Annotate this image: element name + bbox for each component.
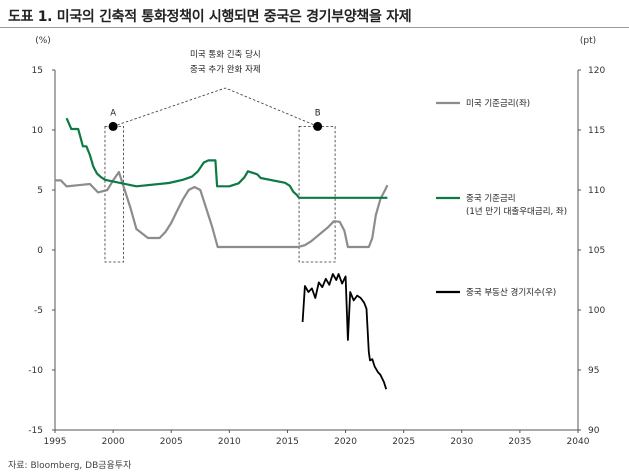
- left-axis-unit: (%): [35, 36, 51, 46]
- annotation-line-1: 미국 통화 긴축 당시: [190, 49, 261, 60]
- left-tick-label: -10: [28, 366, 43, 376]
- title-divider: [0, 27, 629, 28]
- annotation-bracket: [112, 87, 318, 127]
- x-tick-label: 2030: [450, 437, 473, 447]
- annotation-line-2: 중국 추가 완화 자제: [190, 65, 261, 75]
- chart-title: 도표 1. 미국의 긴축적 통화정책이 시행되면 중국은 경기부양책을 자제: [8, 9, 412, 25]
- series-china-rate-line: [65, 117, 388, 199]
- x-tick-label: 1995: [44, 437, 67, 447]
- right-tick-label: 95: [588, 366, 599, 376]
- highlight-box-b: [298, 126, 336, 263]
- legend-label-2-line-2: (1년 만기 대출우대금리, 좌): [466, 206, 567, 217]
- legend-label-3: 중국 부동산 경기지수(우): [466, 287, 556, 298]
- marker-dot-b: [313, 121, 323, 131]
- left-tick-label: 10: [32, 126, 44, 136]
- x-tick-label: 2000: [102, 437, 125, 447]
- left-tick-label: -15: [28, 426, 43, 436]
- x-tick-label: 2040: [567, 437, 590, 447]
- left-tick-label: -5: [34, 306, 43, 316]
- series-layer: [55, 117, 389, 390]
- source-note: 자료: Bloomberg, DB금융투자: [8, 461, 132, 471]
- left-tick-label: 0: [37, 246, 43, 256]
- x-tick-label: 2010: [218, 437, 241, 447]
- marker-dot-a: [108, 121, 118, 131]
- x-tick-label: 2005: [160, 437, 183, 447]
- right-tick-label: 105: [588, 246, 605, 256]
- marker-label-a: A: [110, 108, 116, 118]
- right-tick-label: 110: [588, 186, 605, 196]
- highlight-box-a: [104, 126, 124, 263]
- right-tick-label: 90: [588, 426, 600, 436]
- legend-label-2: 중국 기준금리: [466, 194, 516, 204]
- x-tick-label: 2025: [392, 437, 415, 447]
- series-china-property-line: [301, 273, 388, 390]
- right-tick-label: 100: [588, 306, 605, 316]
- left-tick-label: 15: [32, 66, 43, 76]
- left-tick-label: 5: [37, 186, 43, 196]
- x-tick-label: 2035: [508, 437, 531, 447]
- marker-label-b: B: [315, 108, 321, 118]
- legend: 미국 기준금리(좌) 중국 기준금리 (1년 만기 대출우대금리, 좌) 중국 부동산…: [436, 99, 567, 298]
- legend-label-1: 미국 기준금리(좌): [466, 99, 530, 109]
- x-tick-label: 2015: [276, 437, 299, 447]
- right-tick-label: 115: [588, 126, 605, 136]
- x-tick-label: 2020: [334, 437, 357, 447]
- axes: (%) (pt)151050-5-10-151201151101051009590…: [28, 36, 605, 447]
- right-axis-unit: (pt): [580, 36, 596, 46]
- right-tick-label: 120: [588, 66, 605, 76]
